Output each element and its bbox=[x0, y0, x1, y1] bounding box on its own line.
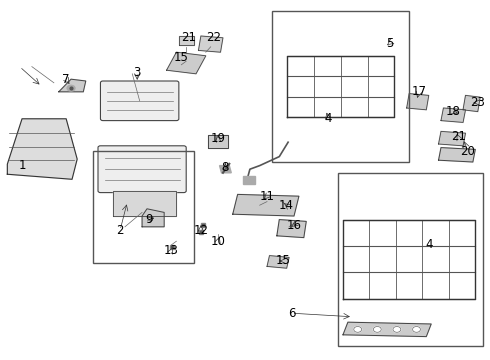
Circle shape bbox=[393, 327, 401, 332]
Polygon shape bbox=[7, 119, 77, 179]
Polygon shape bbox=[208, 135, 228, 148]
Text: 7: 7 bbox=[62, 73, 70, 86]
Text: 15: 15 bbox=[276, 255, 291, 267]
Bar bbox=[338, 173, 483, 346]
Text: 13: 13 bbox=[164, 244, 179, 257]
Circle shape bbox=[67, 85, 75, 91]
Text: 23: 23 bbox=[470, 96, 485, 109]
Text: 16: 16 bbox=[287, 219, 301, 231]
Polygon shape bbox=[277, 220, 306, 238]
Text: 22: 22 bbox=[206, 31, 220, 44]
Polygon shape bbox=[179, 36, 194, 45]
Text: 6: 6 bbox=[288, 307, 295, 320]
Circle shape bbox=[354, 327, 362, 332]
Text: 21: 21 bbox=[451, 130, 465, 143]
Polygon shape bbox=[439, 148, 475, 162]
Polygon shape bbox=[167, 52, 206, 74]
Text: 12: 12 bbox=[194, 224, 208, 237]
Text: 17: 17 bbox=[412, 85, 426, 98]
Polygon shape bbox=[220, 166, 231, 173]
Text: 19: 19 bbox=[211, 132, 225, 145]
Polygon shape bbox=[142, 209, 164, 227]
Text: 4: 4 bbox=[324, 112, 332, 125]
Polygon shape bbox=[343, 322, 431, 337]
Circle shape bbox=[373, 327, 381, 332]
Polygon shape bbox=[407, 94, 429, 110]
Text: 21: 21 bbox=[181, 31, 196, 44]
FancyBboxPatch shape bbox=[100, 81, 179, 121]
Circle shape bbox=[413, 327, 420, 332]
Bar bbox=[272, 11, 409, 162]
Text: 5: 5 bbox=[386, 37, 393, 50]
Text: 8: 8 bbox=[221, 161, 229, 174]
Polygon shape bbox=[463, 95, 480, 112]
Text: 11: 11 bbox=[260, 190, 274, 203]
Polygon shape bbox=[267, 256, 289, 268]
Text: 20: 20 bbox=[461, 145, 475, 158]
Bar bbox=[93, 151, 194, 263]
Polygon shape bbox=[198, 36, 223, 52]
Text: 14: 14 bbox=[279, 199, 294, 212]
Text: 10: 10 bbox=[211, 235, 225, 248]
Text: 9: 9 bbox=[146, 213, 153, 226]
FancyBboxPatch shape bbox=[98, 146, 186, 193]
Text: 18: 18 bbox=[446, 105, 461, 118]
Polygon shape bbox=[233, 194, 299, 216]
Text: 1: 1 bbox=[18, 159, 26, 172]
Text: 4: 4 bbox=[425, 238, 433, 251]
Text: 2: 2 bbox=[116, 224, 124, 237]
Polygon shape bbox=[441, 108, 465, 122]
Polygon shape bbox=[113, 191, 176, 216]
Polygon shape bbox=[439, 131, 466, 146]
Polygon shape bbox=[243, 176, 255, 184]
Text: 15: 15 bbox=[174, 51, 189, 64]
Polygon shape bbox=[59, 79, 86, 92]
Text: 3: 3 bbox=[133, 66, 141, 78]
